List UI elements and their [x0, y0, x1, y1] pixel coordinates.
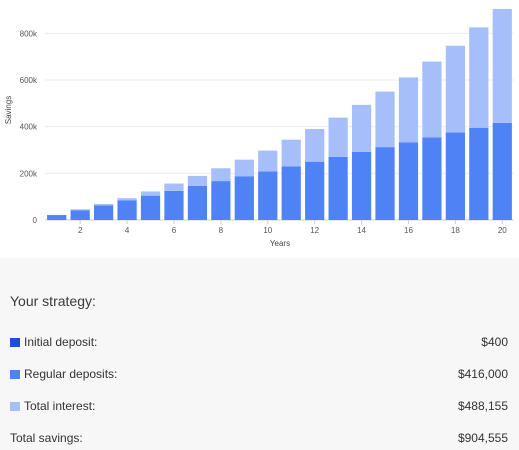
interest-bar[interactable] [234, 159, 254, 177]
x-tick-label: 10 [263, 226, 272, 235]
x-tick-label: 18 [451, 226, 460, 235]
x-tick-label: 8 [219, 226, 224, 235]
y-tick-label: 0 [33, 216, 38, 225]
deposits-bar[interactable] [47, 215, 67, 220]
x-tick-layer: 2 4 6 8 10 12 14 16 18 20 [78, 220, 507, 235]
x-tick-label: 14 [357, 226, 366, 235]
deposits-bar[interactable] [469, 127, 489, 220]
deposits-bar[interactable] [187, 185, 208, 220]
interest-bar[interactable] [328, 117, 348, 157]
total-savings-row: Total savings: $904,555 [10, 429, 508, 447]
y-axis-label: Savings [4, 96, 13, 124]
deposits-bar[interactable] [140, 195, 161, 220]
interest-bar[interactable] [422, 61, 442, 138]
deposits-bar[interactable] [164, 190, 184, 220]
interest-bar[interactable] [445, 45, 465, 133]
total-interest-label: Total interest: [24, 399, 96, 413]
interest-bar[interactable] [492, 8, 512, 123]
deposits-bar[interactable] [422, 137, 442, 220]
interest-bar[interactable] [140, 191, 161, 196]
deposits-bar[interactable] [305, 161, 325, 220]
y-tick-layer: 0 200k 400k 600k 800k [20, 29, 38, 225]
y-tick-label: 200k [20, 169, 38, 178]
x-tick-label: 2 [78, 226, 83, 235]
deposits-bar[interactable] [351, 151, 372, 220]
interest-bar[interactable] [164, 183, 184, 191]
x-axis-label: Years [270, 239, 290, 248]
regular-deposits-swatch [10, 369, 20, 379]
regular-deposits-value: $416,000 [457, 367, 508, 381]
interest-bar[interactable] [469, 27, 489, 128]
interest-bar[interactable] [305, 129, 325, 162]
regular-deposits-row: Regular deposits: $416,000 [10, 365, 508, 383]
x-tick-label: 20 [498, 226, 507, 235]
bars-layer [47, 8, 512, 220]
y-tick-label: 400k [20, 123, 38, 132]
initial-deposit-swatch [10, 337, 20, 347]
interest-bar[interactable] [281, 139, 301, 167]
interest-bar[interactable] [211, 168, 231, 182]
initial-deposit-row: Initial deposit: $400 [10, 333, 508, 351]
interest-bar[interactable] [375, 91, 395, 148]
interest-bar[interactable] [258, 150, 278, 172]
interest-bar[interactable] [117, 198, 137, 201]
interest-bar[interactable] [398, 77, 419, 143]
y-tick-label: 600k [20, 76, 38, 85]
x-tick-label: 16 [404, 226, 413, 235]
strategy-summary: Your strategy: Initial deposit: $400 Reg… [0, 258, 519, 450]
savings-chart: 2 4 6 8 10 12 14 16 18 20 0 200k 400k 600k 800k Years… [4, 8, 514, 248]
regular-deposits-label: Regular deposits: [24, 367, 118, 381]
grid-layer [45, 32, 514, 221]
initial-deposit-label: Initial deposit: [24, 335, 98, 349]
summary-title: Your strategy: [10, 293, 96, 309]
deposits-bar[interactable] [328, 156, 348, 220]
deposits-bar[interactable] [234, 176, 254, 220]
interest-bar[interactable] [94, 203, 114, 206]
deposits-bar[interactable] [375, 147, 395, 220]
x-tick-label: 12 [310, 226, 319, 235]
total-savings-label: Total savings: [10, 431, 83, 445]
deposits-bar[interactable] [445, 132, 465, 220]
deposits-bar[interactable] [70, 210, 90, 220]
interest-bar[interactable] [70, 209, 90, 211]
deposits-bar[interactable] [281, 166, 301, 220]
deposits-bar[interactable] [398, 142, 419, 220]
interest-bar[interactable] [187, 175, 208, 186]
total-interest-value: $488,155 [457, 399, 508, 413]
total-savings-value: $904,555 [457, 431, 508, 445]
x-tick-label: 4 [125, 226, 130, 235]
deposits-bar[interactable] [117, 200, 137, 220]
deposits-bar[interactable] [492, 122, 512, 220]
interest-bar[interactable] [351, 104, 372, 152]
x-tick-label: 6 [172, 226, 177, 235]
total-interest-swatch [10, 401, 20, 411]
y-tick-label: 800k [20, 29, 38, 38]
deposits-bar[interactable] [258, 171, 278, 220]
total-interest-row: Total interest: $488,155 [10, 397, 508, 415]
initial-deposit-value: $400 [481, 335, 508, 349]
deposits-bar[interactable] [94, 205, 114, 220]
savings-chart-svg: 2 4 6 8 10 12 14 16 18 20 0 200k 400k 600k 800k Years… [4, 8, 514, 248]
deposits-bar[interactable] [211, 181, 231, 220]
